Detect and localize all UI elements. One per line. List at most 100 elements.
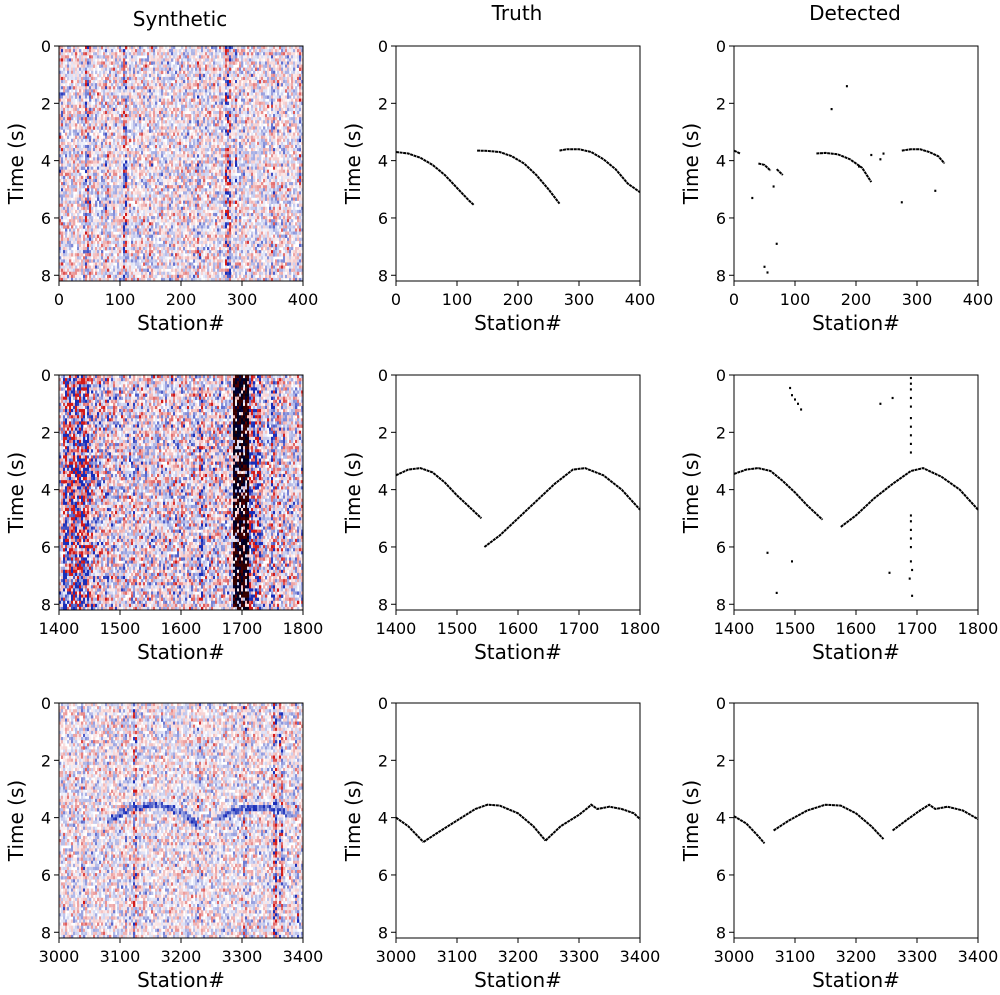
detection-point	[891, 396, 894, 400]
detection-point	[909, 520, 912, 523]
detection-point	[830, 108, 833, 111]
y-tick-label: 0	[378, 694, 388, 713]
x-tick-label: 1500	[437, 619, 478, 638]
detection-point	[909, 451, 912, 454]
y-tick-label: 2	[716, 423, 726, 442]
x-tick-label: 1500	[775, 619, 816, 638]
detection-segment-1	[840, 467, 979, 528]
x-axis-label: Station#	[474, 640, 562, 664]
detection-point	[909, 442, 912, 445]
x-axis-label: Station#	[474, 968, 562, 992]
y-tick-label: 8	[378, 923, 388, 942]
x-tick-label: 3200	[498, 947, 539, 966]
detection-point	[888, 571, 891, 574]
detection-point	[909, 396, 912, 400]
y-tick-label: 4	[378, 152, 388, 171]
detection-point	[794, 398, 796, 401]
y-tick-label: 4	[716, 152, 726, 171]
seismogram-image	[59, 375, 303, 610]
detection-segment-1	[758, 162, 772, 172]
y-tick-label: 2	[41, 94, 51, 113]
axes-frame	[733, 374, 979, 611]
x-tick-label: 3400	[958, 947, 999, 966]
y-axis-label: Time (s)	[679, 452, 703, 534]
x-tick-label: 1700	[897, 619, 938, 638]
detection-point	[789, 386, 792, 390]
y-tick-label: 4	[41, 152, 51, 171]
y-tick-label: 4	[378, 481, 388, 500]
x-tick-label: 3100	[100, 947, 141, 966]
y-tick-label: 2	[716, 751, 726, 770]
y-axis-label: Time (s)	[341, 780, 365, 862]
seismogram-image	[59, 46, 303, 281]
x-tick-label: 300	[227, 290, 258, 309]
x-tick-label: 1800	[283, 619, 324, 638]
y-tick-label: 6	[378, 538, 388, 557]
y-tick-label: 6	[716, 209, 726, 228]
x-tick-label: 3000	[39, 947, 80, 966]
detection-segment-0	[733, 815, 766, 845]
x-tick-label: 200	[841, 290, 872, 309]
detection-segment-1	[422, 803, 547, 843]
detection-point	[870, 153, 873, 157]
x-tick-label: 0	[391, 290, 401, 309]
y-tick-label: 6	[716, 866, 726, 885]
detection-point	[909, 382, 912, 385]
detection-segment-3	[816, 151, 873, 183]
y-tick-label: 6	[41, 538, 51, 557]
detection-point	[934, 189, 937, 192]
y-tick-label: 4	[41, 481, 51, 500]
y-tick-label: 4	[716, 481, 726, 500]
detection-point	[879, 402, 882, 405]
y-tick-label: 8	[716, 923, 726, 942]
axes-frame	[395, 45, 641, 282]
detection-point	[763, 265, 766, 268]
x-tick-label: 1500	[100, 619, 141, 638]
x-tick-label: 400	[625, 290, 656, 309]
y-tick-label: 6	[716, 538, 726, 557]
column-title-detected: Detected	[809, 1, 901, 25]
x-tick-label: 300	[902, 290, 933, 309]
x-tick-label: 3400	[283, 947, 324, 966]
subplot-truth-0: 0 100 200 300 400 0 2 4 6 8 Station# Time (s)	[341, 37, 655, 335]
detection-point	[800, 408, 803, 411]
detection-segment-0	[733, 467, 824, 521]
detection-segment-0	[733, 149, 741, 155]
detection-point	[879, 158, 882, 161]
detection-segment-0	[395, 467, 483, 520]
x-axis-label: Station#	[137, 968, 225, 992]
detection-point	[909, 546, 912, 549]
x-axis-label: Station#	[812, 640, 900, 664]
x-tick-label: 100	[105, 290, 136, 309]
y-tick-label: 8	[378, 595, 388, 614]
detection-point	[909, 388, 912, 391]
x-tick-label: 1700	[559, 619, 600, 638]
y-tick-label: 6	[378, 209, 388, 228]
x-tick-label: 3000	[376, 947, 417, 966]
detection-point	[791, 560, 793, 563]
y-tick-label: 4	[716, 809, 726, 828]
detection-point	[751, 196, 754, 200]
detection-segment-1	[477, 149, 561, 205]
x-tick-label: 1700	[222, 619, 263, 638]
detection-segment-1	[773, 803, 885, 840]
y-tick-label: 2	[41, 751, 51, 770]
y-tick-label: 2	[378, 94, 388, 113]
y-tick-label: 0	[378, 37, 388, 56]
x-tick-label: 100	[780, 290, 811, 309]
subplot-synthetic-1: 1400 1500 1600 1700 1800 0 2 4 6 8 Station# Time (s…	[4, 366, 323, 664]
y-axis-label: Time (s)	[341, 452, 365, 534]
x-tick-label: 3100	[775, 947, 816, 966]
detection-segment-0	[395, 816, 425, 843]
detection-point	[909, 376, 912, 380]
axes-frame	[395, 374, 641, 611]
subplot-detected-0: 0 100 200 300 400 0 2 4 6 8 Station# Time (s)	[679, 37, 993, 335]
x-tick-label: 3300	[222, 947, 263, 966]
detection-point	[909, 425, 912, 428]
y-tick-label: 4	[378, 809, 388, 828]
detection-segment-2	[559, 148, 641, 194]
detection-point	[911, 594, 914, 597]
detection-point	[900, 201, 903, 204]
y-tick-label: 0	[716, 694, 726, 713]
